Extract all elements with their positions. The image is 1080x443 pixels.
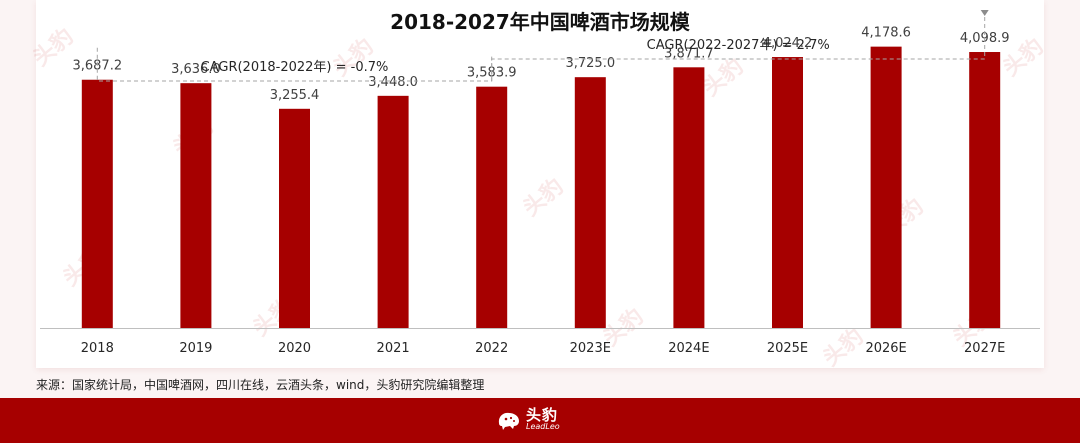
- brand-logo: 头豹 LeadLeo: [496, 408, 560, 431]
- bar: [772, 57, 803, 328]
- bar-chart: 3,687.2 2018 3,636.0 2019 3,255.4 2020 3,448.0…: [40, 10, 1040, 356]
- x-tick-label: 2018: [81, 341, 114, 356]
- cagr-bracket: [96, 47, 493, 82]
- brand-name: 头豹: [526, 406, 559, 424]
- bar: [969, 52, 1001, 329]
- data-label: 3,687.2: [72, 59, 122, 74]
- cagr-label: CAGR(2022-2027年) = 2.7%: [647, 38, 830, 53]
- data-label: 3,255.4: [270, 88, 320, 103]
- bar: [81, 79, 113, 328]
- bar: [476, 86, 508, 328]
- arrow-down-icon: [980, 10, 989, 17]
- x-tick-label: 2023E: [570, 341, 611, 356]
- x-tick-label: 2019: [179, 341, 212, 356]
- x-tick-label: 2022: [475, 341, 508, 356]
- x-tick-label: 2026E: [865, 341, 906, 356]
- x-tick-label: 2025E: [767, 341, 808, 356]
- data-label: 3,448.0: [368, 75, 418, 90]
- x-tick-label: 2027E: [964, 341, 1005, 356]
- bar: [377, 95, 409, 329]
- bar: [870, 46, 902, 329]
- brand-sub: LeadLeo: [526, 422, 560, 431]
- leopard-logo-icon: [498, 412, 519, 430]
- data-label: 3,871.7: [664, 46, 714, 61]
- x-tick-label: 2024E: [668, 341, 709, 356]
- x-tick-label: 2021: [377, 341, 410, 356]
- data-label: 3,725.0: [565, 56, 615, 71]
- chart-title: 2018-2027年中国啤酒市场规模: [390, 10, 690, 34]
- bar: [180, 83, 212, 329]
- data-label: 3,636.0: [171, 62, 221, 77]
- data-label: 4,024.2: [763, 36, 813, 51]
- footer-bar: [0, 398, 1080, 443]
- x-tick-label: 2020: [278, 341, 311, 356]
- data-label: 4,178.6: [861, 26, 911, 41]
- source-note: 来源：国家统计局，中国啤酒网，四川在线，云酒头条，wind，头豹研究院编辑整理: [36, 378, 485, 392]
- bar: [574, 77, 606, 328]
- bar: [279, 108, 310, 328]
- cagr-bracket: [491, 12, 986, 81]
- bar: [673, 67, 705, 328]
- cagr-label: CAGR(2018-2022年) = -0.7%: [201, 60, 389, 75]
